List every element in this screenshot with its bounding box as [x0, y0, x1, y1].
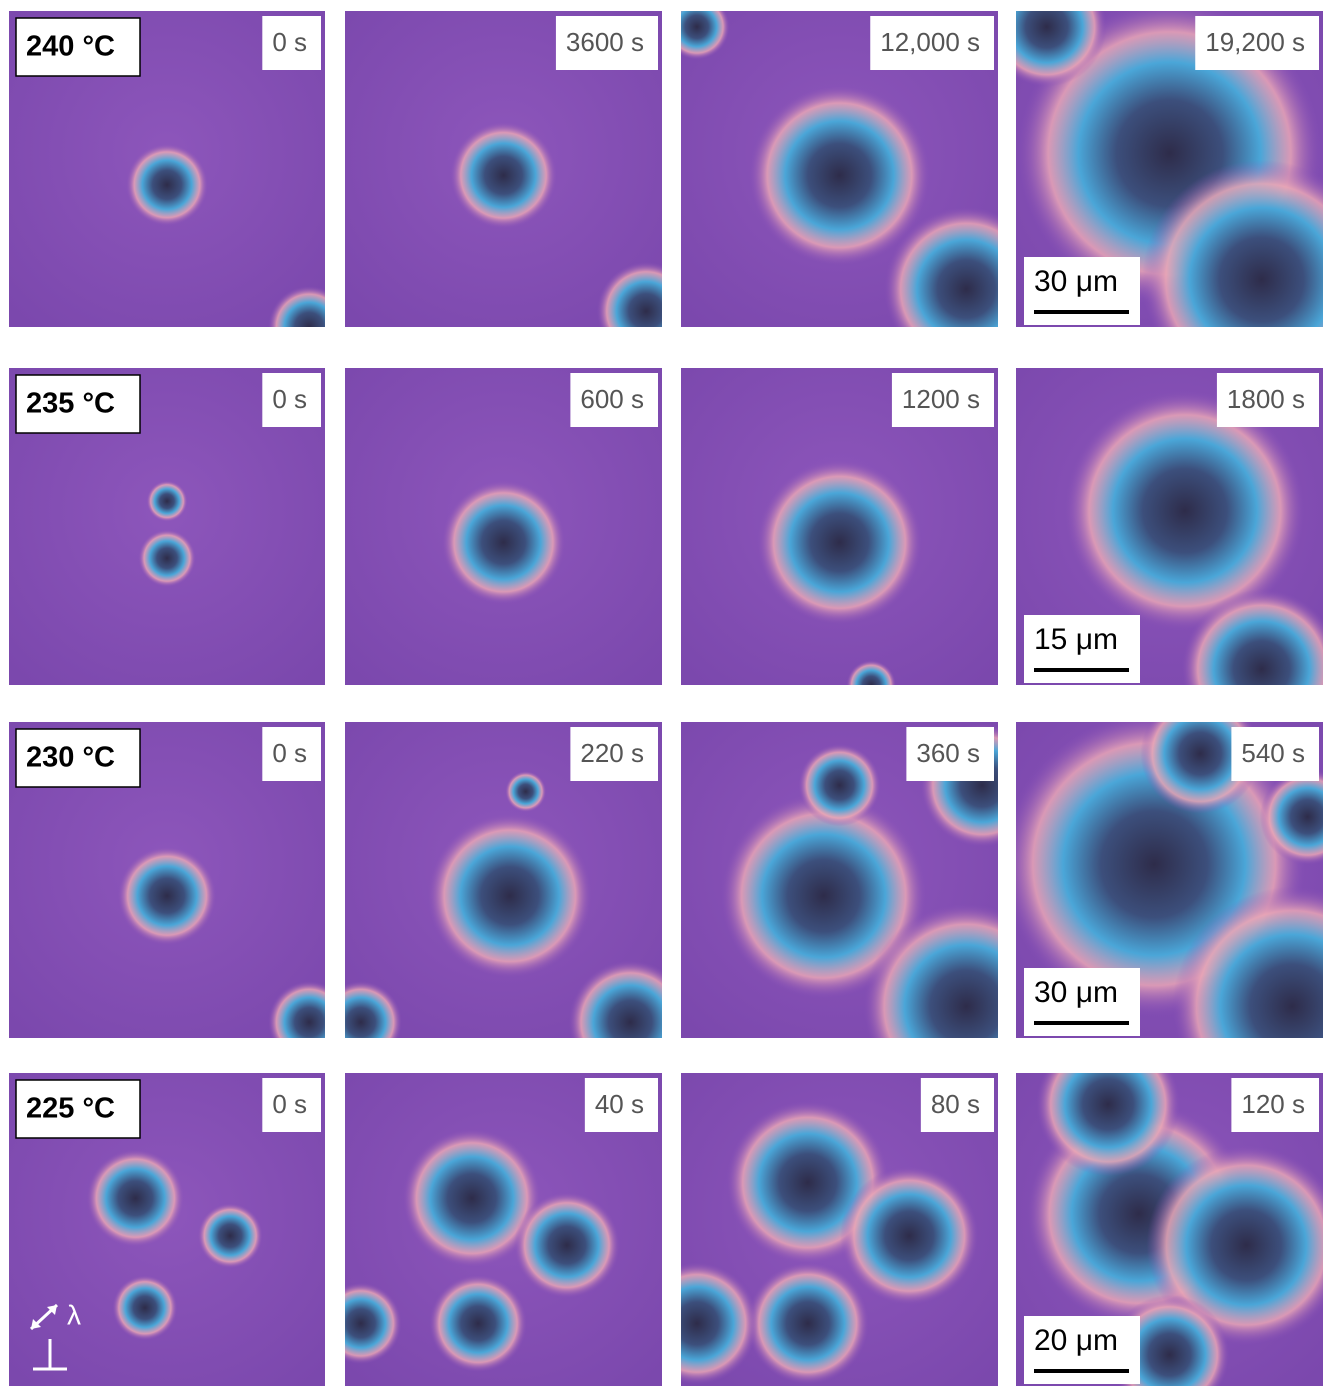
- time-label: 0 s: [272, 384, 307, 414]
- spherulite: [798, 744, 880, 826]
- spherulite: [118, 847, 217, 946]
- temperature-label: 235 °C: [26, 388, 115, 420]
- spherulite: [320, 1283, 401, 1364]
- spherulite: [112, 1275, 177, 1340]
- time-label: 120 s: [1241, 1089, 1305, 1119]
- time-label: 540 s: [1241, 738, 1305, 768]
- temperature-label: 225 °C: [26, 1093, 115, 1125]
- figure: 0 s 240 °C 3600 s 12,000 s 19,200 s 30 μm 0 s 2…: [0, 0, 1323, 1386]
- spherulite: [428, 814, 592, 978]
- spherulite: [87, 1149, 185, 1247]
- page: 0 s 240 °C 3600 s 12,000 s 19,200 s 30 μm 0 s 2…: [0, 0, 1323, 1386]
- polarizer-label: λ: [67, 1299, 81, 1330]
- spherulite: [146, 481, 187, 522]
- scale-bar-label: 30 μm: [1034, 265, 1118, 298]
- spherulite: [757, 460, 922, 625]
- spherulite: [747, 1262, 869, 1384]
- spherulite: [597, 262, 696, 361]
- time-label: 360 s: [916, 738, 980, 768]
- time-label: 19,200 s: [1205, 27, 1305, 57]
- scale-bar-label: 15 μm: [1034, 623, 1118, 656]
- time-label: 0 s: [272, 27, 307, 57]
- spherulite: [840, 1167, 978, 1305]
- time-label: 1200 s: [902, 384, 980, 414]
- spherulite: [126, 144, 208, 226]
- spherulite: [138, 529, 196, 587]
- spherulite: [1036, 1032, 1180, 1176]
- time-label: 1800 s: [1227, 384, 1305, 414]
- time-label: 0 s: [272, 738, 307, 768]
- scale-bar-label: 30 μm: [1034, 976, 1118, 1009]
- time-label: 600 s: [580, 384, 644, 414]
- scale-bar-label: 20 μm: [1034, 1324, 1118, 1357]
- time-label: 220 s: [580, 738, 644, 768]
- time-label: 3600 s: [566, 27, 644, 57]
- temperature-label: 240 °C: [26, 31, 115, 63]
- time-label: 12,000 s: [880, 27, 980, 57]
- spherulite: [268, 981, 350, 1063]
- spherulite: [268, 286, 350, 368]
- spherulite: [442, 481, 566, 605]
- time-label: 80 s: [931, 1089, 980, 1119]
- spherulite: [846, 660, 895, 709]
- time-label: 40 s: [595, 1089, 644, 1119]
- spherulite: [505, 771, 546, 812]
- spherulite: [514, 1192, 620, 1298]
- spherulite: [450, 122, 557, 229]
- spherulite: [198, 1203, 263, 1268]
- spherulite: [569, 961, 692, 1084]
- micrograph-panel: [681, 722, 1069, 1109]
- spherulite: [320, 981, 402, 1063]
- temperature-label: 230 °C: [26, 742, 115, 774]
- spherulite: [429, 1275, 527, 1373]
- time-label: 0 s: [272, 1089, 307, 1119]
